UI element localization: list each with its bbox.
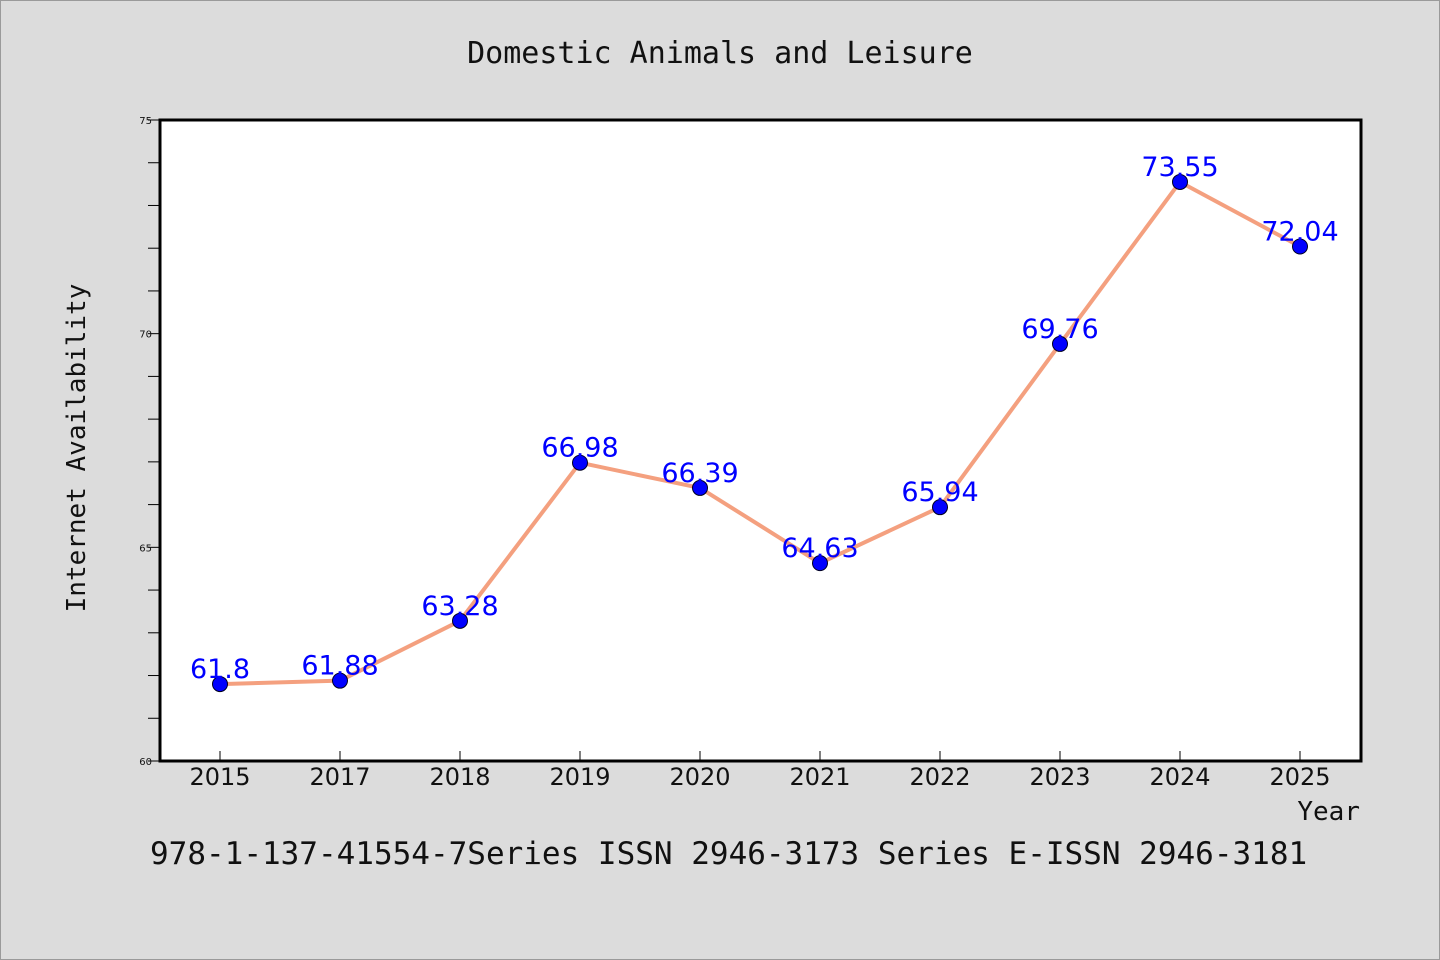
x-tick-label: 2015 — [189, 763, 250, 791]
x-tick-label: 2020 — [669, 763, 730, 791]
plot-area — [160, 120, 1361, 761]
x-axis-label: Year — [1297, 797, 1360, 827]
x-axis: 2015 2017 2018 2019 2020 2021 2022 2023 2024 2025 — [189, 751, 1331, 791]
y-axis-label: Internet Availability — [62, 284, 92, 613]
y-axis: 60 65 70 75 — [139, 116, 160, 768]
data-point — [332, 672, 348, 689]
plot-border — [158, 118, 1363, 763]
data-point — [932, 499, 948, 516]
data-label: 64.63 — [781, 533, 858, 564]
x-tick-label: 2019 — [549, 763, 610, 791]
y-tick-label: 60 — [139, 757, 152, 768]
x-tick-label: 2024 — [1149, 763, 1210, 791]
x-tick-label: 2021 — [789, 763, 850, 791]
data-label: 61.8 — [190, 654, 250, 685]
data-point — [572, 454, 588, 471]
x-tick-label: 2023 — [1029, 763, 1090, 791]
y-tick-label: 70 — [139, 330, 152, 341]
data-point — [1292, 238, 1308, 255]
data-point — [1052, 335, 1068, 352]
chart-title: Domestic Animals and Leisure — [467, 36, 973, 71]
data-point — [812, 555, 828, 572]
y-tick-label: 75 — [139, 116, 152, 127]
data-point — [1172, 173, 1188, 190]
data-label: 73.55 — [1141, 152, 1218, 183]
data-label: 61.88 — [301, 651, 378, 682]
series-line — [218, 179, 1302, 687]
x-tick-label: 2025 — [1269, 763, 1330, 791]
x-tick-label: 2018 — [429, 763, 490, 791]
data-point — [212, 676, 228, 693]
y-tick-label: 65 — [139, 543, 152, 554]
data-label: 72.04 — [1261, 216, 1338, 247]
x-tick-label: 2022 — [909, 763, 970, 791]
data-label: 66.98 — [541, 433, 618, 464]
data-point — [692, 479, 708, 496]
data-series: 61.8 61.88 63.28 66.98 66.39 64.63 65.94 69.76 7… — [190, 152, 1339, 693]
data-label: 65.94 — [901, 477, 978, 508]
x-tick-label: 2017 — [309, 763, 370, 791]
data-label: 69.76 — [1021, 314, 1098, 345]
data-label: 63.28 — [421, 591, 498, 622]
isbn-issn-footer: 978-1-137-41554-7Series ISSN 2946-3173 S… — [150, 836, 1307, 872]
data-point — [452, 612, 468, 629]
data-label: 66.39 — [661, 458, 738, 489]
